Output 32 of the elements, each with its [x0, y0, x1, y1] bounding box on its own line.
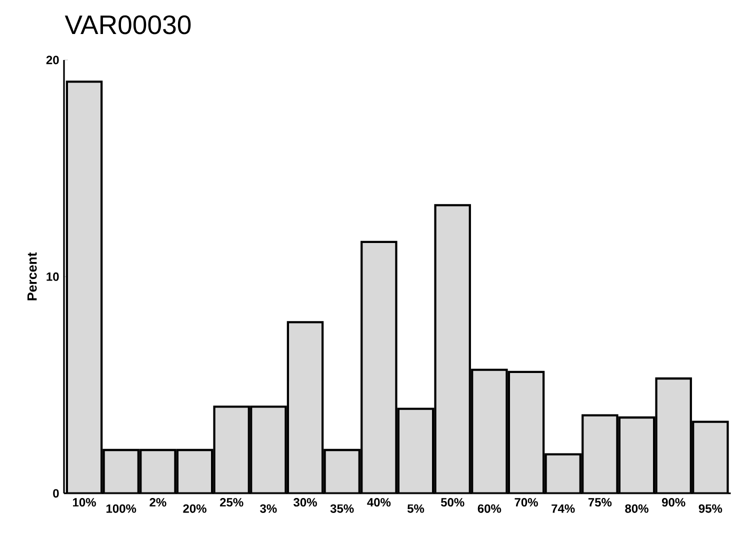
y-tick-label: 0	[53, 489, 59, 498]
bar	[471, 368, 508, 494]
chart-title: VAR00030	[64, 15, 191, 34]
x-tick-label: 3%	[260, 504, 277, 513]
x-tick-label: 2%	[150, 498, 166, 507]
x-tick-label: 95%	[698, 504, 722, 513]
bar	[692, 420, 729, 494]
x-tick-label: 10%	[73, 498, 96, 507]
bar	[213, 406, 250, 494]
x-tick-label: 5%	[407, 504, 424, 513]
bar	[250, 406, 287, 494]
y-tick-label: 20	[46, 56, 59, 64]
x-tick-label: 100%	[106, 504, 136, 513]
y-tick-label: 10	[46, 272, 59, 281]
x-tick-label: 35%	[330, 504, 354, 513]
bar	[286, 321, 324, 494]
x-tick-label: 90%	[662, 498, 686, 507]
bar	[434, 204, 471, 494]
bar	[397, 408, 434, 494]
bar	[66, 80, 103, 494]
x-tick-label: 75%	[588, 498, 612, 507]
bar	[582, 414, 618, 494]
y-axis-title: Percent	[27, 252, 37, 300]
x-tick-label: 80%	[625, 504, 648, 513]
x-tick-label: 30%	[294, 498, 317, 507]
x-tick-label: 70%	[514, 498, 538, 507]
x-tick-label: 20%	[183, 504, 206, 513]
x-tick-label: 25%	[220, 498, 244, 507]
x-tick-label: 40%	[367, 498, 391, 507]
x-tick-label: 60%	[478, 504, 502, 513]
x-tick-label: 50%	[440, 498, 464, 507]
x-tick-label: 74%	[552, 504, 575, 513]
